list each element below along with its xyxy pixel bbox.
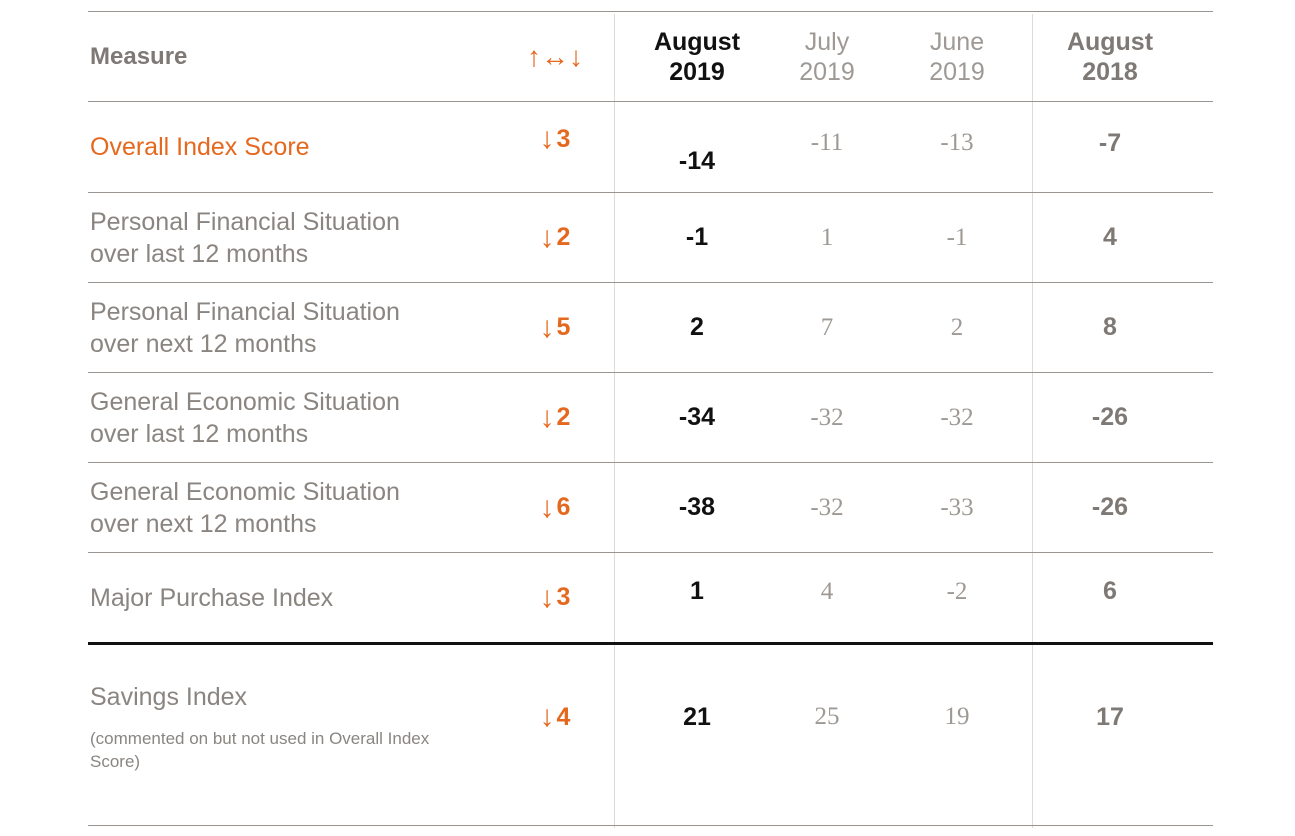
row-change: ↓ 4	[500, 627, 610, 807]
row-value: -14	[678, 146, 716, 175]
row-value: -34	[678, 403, 716, 431]
row-value: 7	[820, 313, 834, 341]
row-value: -1	[946, 223, 968, 251]
row-value: -2	[946, 577, 968, 605]
row-value: 1	[820, 223, 834, 251]
rule-bottom	[88, 825, 1213, 826]
row-value: -7	[1098, 128, 1122, 157]
header-measure: Measure	[90, 43, 188, 70]
row-value: 25	[814, 703, 840, 730]
rule-header	[88, 101, 1213, 102]
row-value: -32	[810, 403, 844, 431]
row-value: -26	[1091, 403, 1129, 431]
row-value: 21	[683, 702, 711, 731]
header-june-2019-month: June	[929, 28, 985, 56]
arrow-down-icon: ↓	[539, 490, 555, 524]
header-august-2019-year: 2019	[669, 58, 725, 86]
row-measure-line: Personal Financial Situation	[90, 297, 400, 326]
header-june-2019: June 2019	[892, 14, 1022, 100]
row-measure-line: General Economic Situation	[90, 387, 400, 416]
row-measure-line: Overall Index Score	[90, 133, 310, 161]
row-measure: General Economic Situation over last 12 m…	[90, 373, 490, 462]
rule-row-5	[88, 552, 1213, 553]
rule-top	[88, 11, 1213, 12]
column-divider-right	[1032, 14, 1033, 828]
row-measure-line: over next 12 months	[90, 509, 317, 538]
row-value: 8	[1103, 313, 1117, 341]
header-june-2019-year: 2019	[929, 58, 985, 86]
header-july-2019-month: July	[804, 28, 850, 56]
row-change: ↓ 5	[500, 283, 610, 372]
row-value: -32	[940, 403, 974, 431]
row-change: ↓ 2	[500, 193, 610, 282]
column-divider-left	[614, 14, 615, 828]
row-value: 4	[820, 577, 834, 605]
arrow-down-icon: ↓	[539, 122, 555, 155]
row-measure-line: Savings Index	[90, 683, 248, 711]
row-change: ↓ 2	[500, 373, 610, 462]
arrow-down-icon: ↓	[539, 400, 555, 434]
row-value: 17	[1096, 702, 1124, 731]
row-change-value: 2	[556, 223, 571, 251]
row-change-value: 3	[556, 124, 571, 153]
row-value: 2	[950, 313, 964, 341]
row-measure: Personal Financial Situation over next 12…	[90, 283, 490, 372]
header-august-2018-year: 2018	[1082, 58, 1138, 86]
arrow-down-icon: ↓	[539, 580, 555, 614]
row-value: -13	[940, 129, 974, 156]
row-value: -1	[685, 223, 709, 251]
row-change-value: 2	[556, 403, 571, 431]
row-measure-line: over next 12 months	[90, 329, 317, 358]
row-value: -33	[940, 493, 974, 521]
row-value: -11	[810, 129, 844, 156]
row-change-value: 3	[556, 583, 571, 611]
rule-row-3	[88, 372, 1213, 373]
row-measure-line: General Economic Situation	[90, 477, 400, 506]
row-change-value: 4	[556, 702, 571, 731]
header-change-arrows: ↑↔↓	[527, 41, 583, 72]
rule-savings-separator	[88, 642, 1213, 645]
row-value: 4	[1103, 223, 1117, 251]
row-value: -32	[810, 493, 844, 521]
row-measure-line: Major Purchase Index	[90, 583, 334, 612]
header-july-2019: July 2019	[762, 14, 892, 100]
row-change: ↓ 6	[500, 463, 610, 552]
header-july-2019-year: 2019	[799, 58, 855, 86]
rule-row-1	[88, 192, 1213, 193]
row-change: ↓ 3	[500, 94, 610, 184]
row-value: 2	[690, 313, 704, 341]
row-measure-line: over last 12 months	[90, 419, 309, 448]
row-value: -38	[678, 493, 716, 521]
row-measure: Personal Financial Situation over last 12…	[90, 193, 490, 282]
rule-row-2	[88, 282, 1213, 283]
row-measure-line: Personal Financial Situation	[90, 207, 400, 236]
header-august-2019: August 2019	[632, 14, 762, 100]
row-value: 6	[1103, 577, 1117, 605]
row-measure: General Economic Situation over next 12 m…	[90, 463, 490, 552]
row-measure: Major Purchase Index	[90, 553, 490, 642]
header-august-2018: August 2018	[1045, 14, 1175, 100]
row-value: 1	[690, 577, 704, 605]
row-change-value: 5	[556, 313, 571, 341]
arrow-down-icon: ↓	[539, 220, 555, 254]
header-august-2018-month: August	[1066, 28, 1154, 56]
arrow-down-icon: ↓	[539, 310, 555, 344]
row-value: -26	[1091, 493, 1129, 521]
row-change: ↓ 3	[500, 553, 610, 642]
row-measure: Savings Index (commented on but not used …	[90, 645, 490, 825]
row-note: (commented on but not used in Overall In…	[90, 729, 430, 771]
row-measure-line: over last 12 months	[90, 239, 309, 268]
row-change-value: 6	[556, 493, 571, 521]
header-august-2019-month: August	[653, 28, 741, 56]
arrow-down-icon: ↓	[539, 700, 555, 733]
rule-row-4	[88, 462, 1213, 463]
row-measure: Overall Index Score	[90, 102, 490, 192]
row-value: 19	[944, 703, 970, 730]
